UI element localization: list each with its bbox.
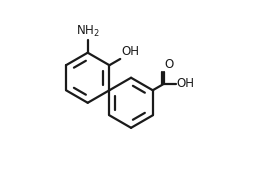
Text: OH: OH [177, 77, 195, 90]
Text: NH$_2$: NH$_2$ [76, 24, 100, 39]
Text: OH: OH [121, 45, 139, 58]
Text: O: O [165, 58, 174, 71]
